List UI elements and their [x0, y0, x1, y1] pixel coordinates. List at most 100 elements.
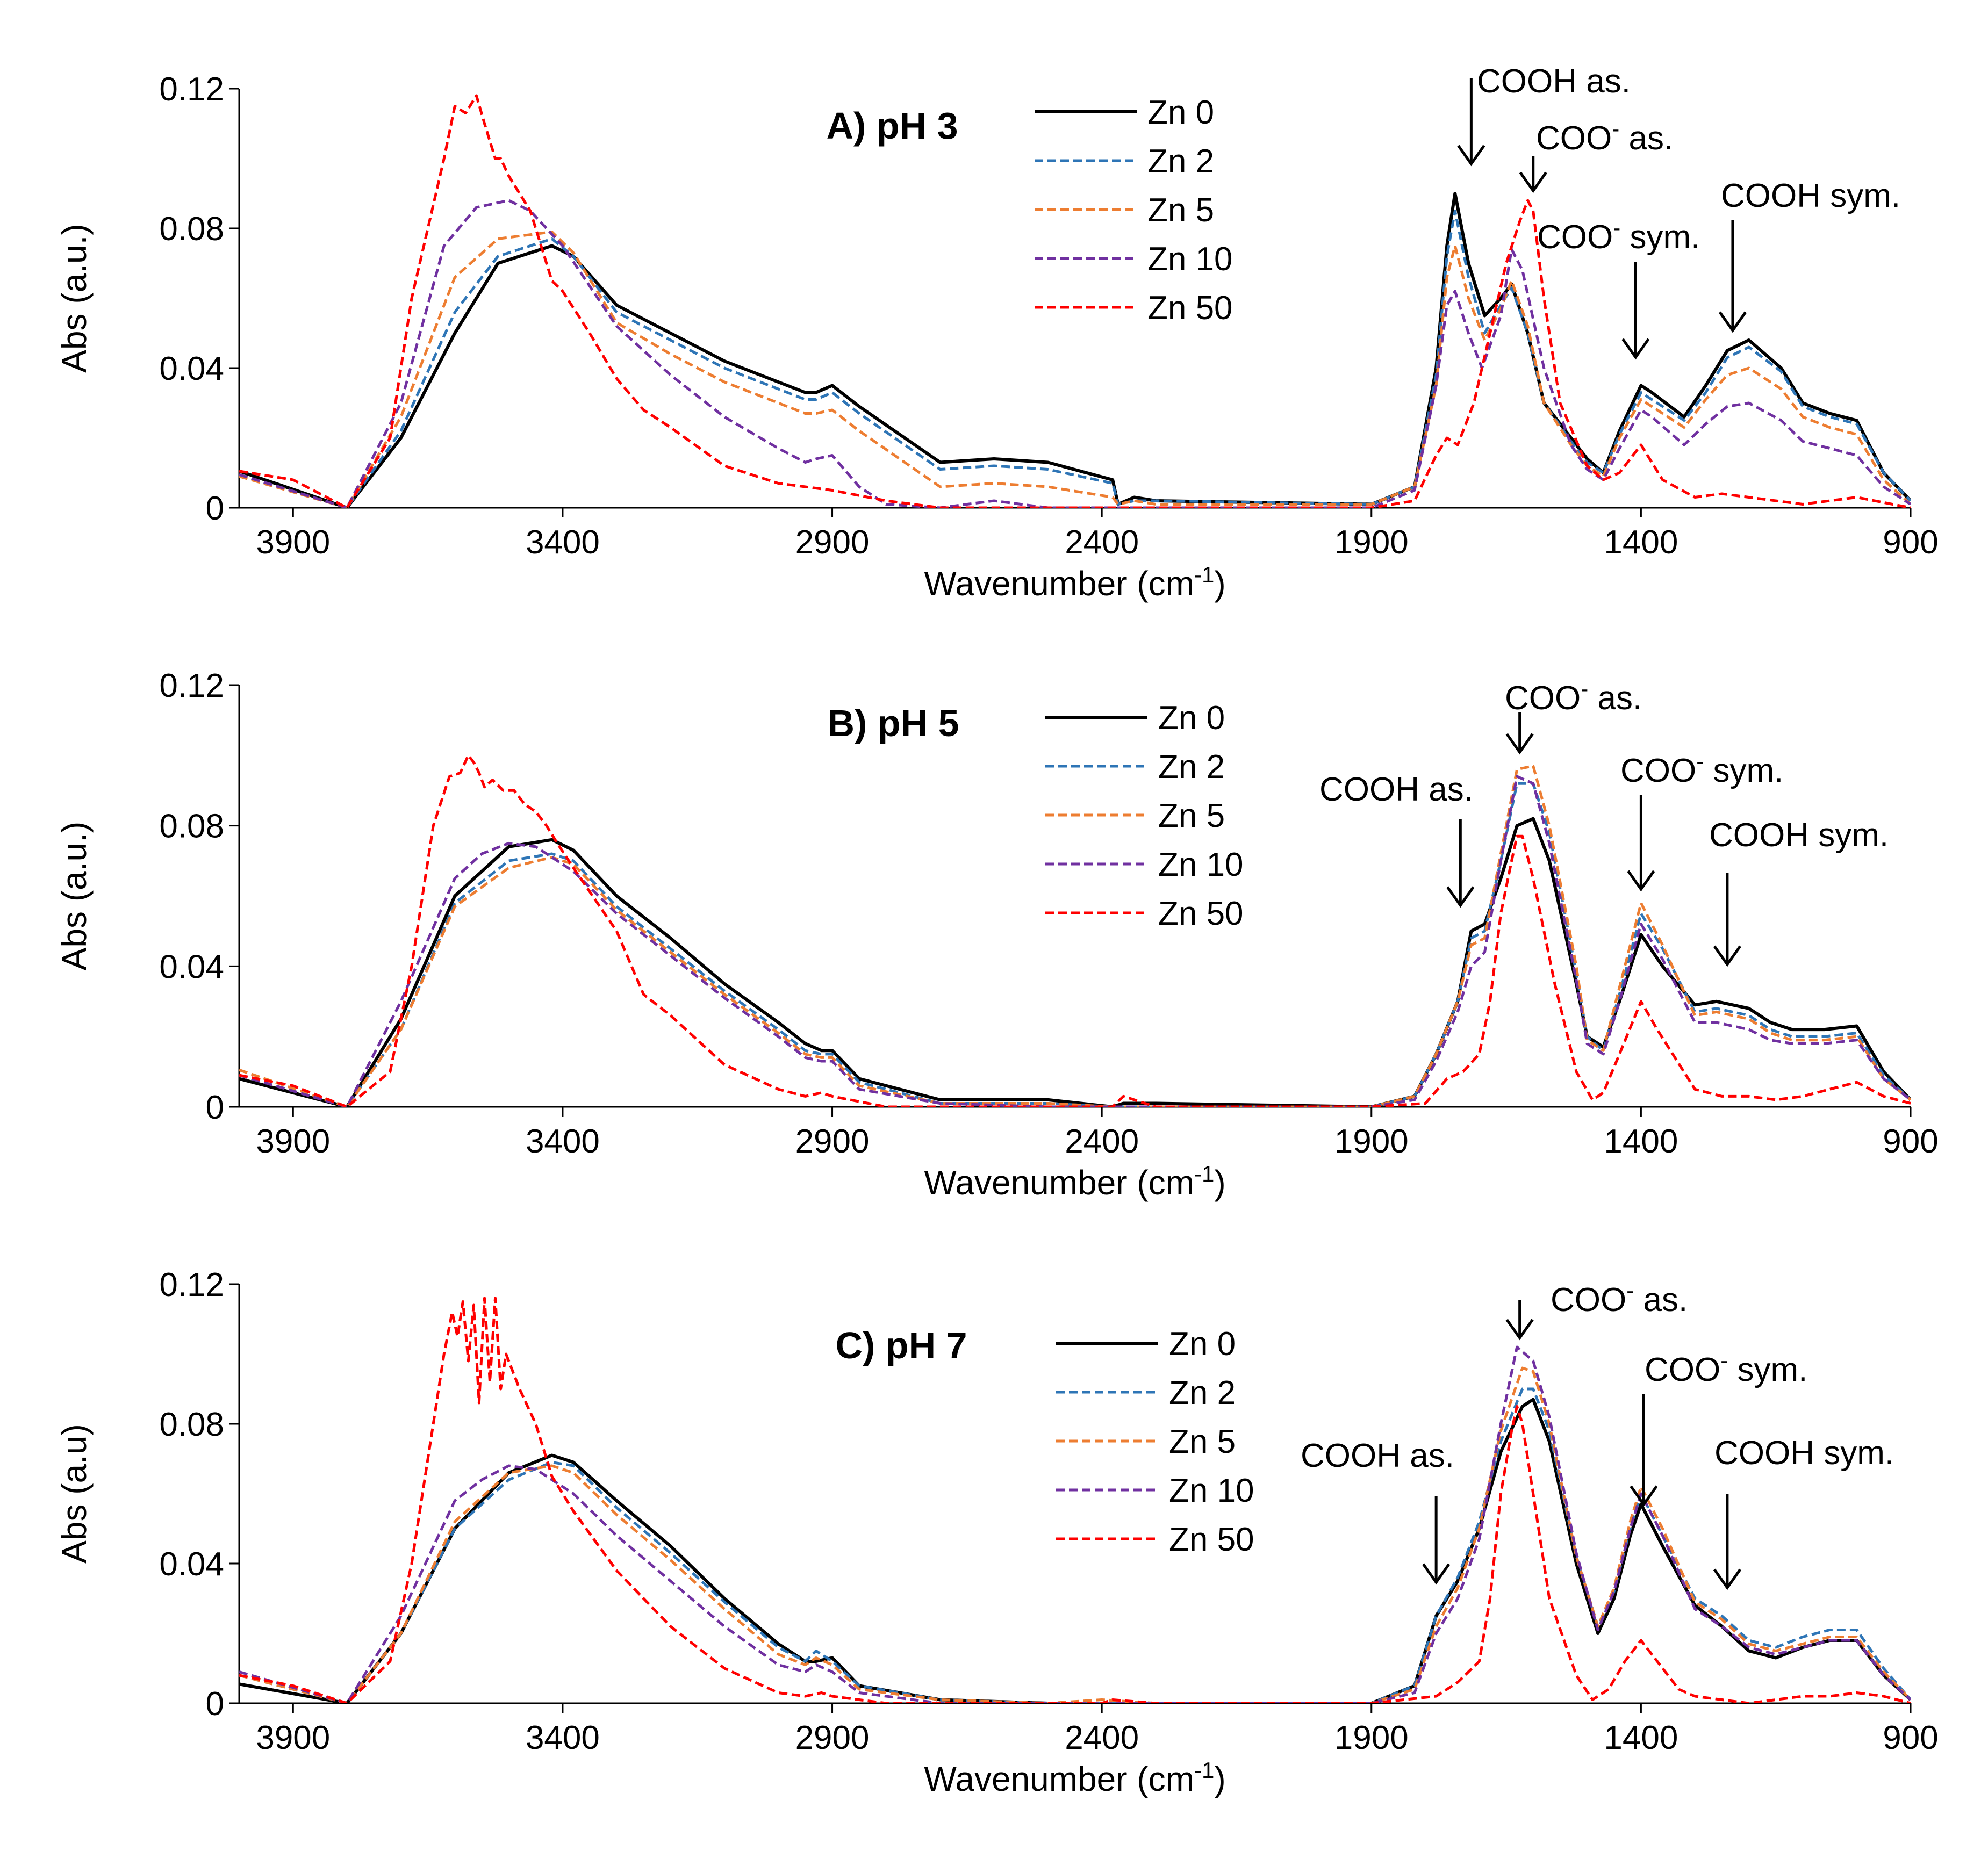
peak-annotation: COOH as.	[1301, 1437, 1454, 1585]
panel-1: 0 0.04 0.08 0.12 3900 3400 2900 2400 1900 1400 900…	[55, 63, 1939, 603]
x-axis-label: Wavenumber (cm-1)	[924, 562, 1225, 603]
legend-label: Zn 10	[1169, 1472, 1254, 1509]
legend-label: Zn 2	[1158, 748, 1225, 786]
legend-label: Zn 50	[1158, 895, 1244, 932]
y-tick-label: 0.08	[159, 808, 224, 845]
series-line-zn10	[239, 1345, 1911, 1703]
annotation-label: COOH as.	[1319, 771, 1473, 808]
series-line-zn5	[239, 765, 1911, 1107]
y-axis-label: Abs (a.u)	[55, 1424, 94, 1564]
legend: Zn 0 Zn 2 Zn 5 Zn 10 Zn 50	[1035, 94, 1233, 327]
series-line-zn2	[239, 782, 1911, 1107]
series-line-zn5	[239, 1366, 1911, 1703]
series-line-zn50	[239, 94, 1911, 508]
legend-label: Zn 5	[1169, 1423, 1236, 1460]
legend: Zn 0 Zn 2 Zn 5 Zn 10 Zn 50	[1045, 700, 1244, 932]
annotation-label: COO- as.	[1505, 676, 1642, 717]
annotation-label: COO- as.	[1551, 1278, 1688, 1319]
x-tick-label: 1400	[1604, 1123, 1678, 1160]
annotation-label: COOH sym.	[1721, 177, 1900, 214]
x-tick-label: 900	[1883, 1719, 1938, 1756]
y-tick-label: 0	[206, 1686, 224, 1723]
series-line-zn10	[239, 199, 1911, 508]
series-line-zn0	[239, 817, 1911, 1107]
annotation-label: COO- sym.	[1620, 748, 1783, 789]
x-tick-label: 1900	[1334, 1719, 1409, 1756]
series-group	[239, 754, 1911, 1107]
arrow-head-icon	[1627, 870, 1655, 892]
arrow-head-icon	[1457, 145, 1485, 167]
peak-annotation: COOH sym.	[1709, 817, 1889, 967]
x-tick-label: 2400	[1065, 1719, 1139, 1756]
y-tick-label: 0	[206, 1089, 224, 1126]
x-tick-label: 3900	[256, 1719, 330, 1756]
x-tick-label: 3400	[526, 1719, 600, 1756]
y-tick-label: 0	[206, 490, 224, 527]
peak-annotation: COOH as.	[1457, 63, 1631, 167]
x-tick-label: 900	[1883, 524, 1938, 561]
annotation-label: COO- sym.	[1645, 1348, 1807, 1388]
legend-label: Zn 2	[1169, 1374, 1236, 1411]
arrow-head-icon	[1621, 338, 1650, 360]
x-axis-label: Wavenumber (cm-1)	[924, 1758, 1225, 1798]
x-tick-label: 2400	[1065, 1123, 1139, 1160]
x-tick-label: 2900	[795, 1719, 870, 1756]
x-axis-label: Wavenumber (cm-1)	[924, 1161, 1225, 1202]
y-tick-label: 0.12	[159, 667, 224, 704]
peak-annotation: COOH as.	[1319, 771, 1475, 908]
arrow-head-icon	[1713, 1568, 1741, 1590]
y-tick-label: 0.08	[159, 211, 224, 248]
peak-annotation: COO- sym.	[1630, 1348, 1807, 1507]
x-tick-label: 900	[1883, 1123, 1938, 1160]
peak-annotation: COO- as.	[1519, 116, 1673, 193]
x-tick-label: 1400	[1604, 524, 1678, 561]
annotation-label: COO- as.	[1536, 116, 1673, 157]
x-tick-label: 1900	[1334, 1123, 1409, 1160]
annotation-label: COOH sym.	[1709, 817, 1889, 854]
series-line-zn50	[239, 1297, 1911, 1703]
annotation-label: COO- sym.	[1537, 215, 1700, 256]
annotation-label: COOH as.	[1477, 63, 1631, 100]
series-line-zn0	[239, 1398, 1911, 1703]
legend-label: Zn 50	[1147, 290, 1233, 327]
series-line-zn2	[239, 1387, 1911, 1703]
arrow-head-icon	[1630, 1485, 1658, 1507]
arrow-head-icon	[1446, 886, 1475, 908]
annotation-label: COOH as.	[1301, 1437, 1454, 1474]
arrow-head-icon	[1505, 733, 1534, 755]
legend-label: Zn 5	[1158, 797, 1225, 834]
peak-annotation: COOH sym.	[1718, 177, 1900, 333]
x-tick-label: 2900	[795, 524, 870, 561]
legend-label: Zn 0	[1169, 1326, 1236, 1363]
arrow-head-icon	[1505, 1319, 1534, 1341]
y-axis-label: Abs (a.u.)	[55, 822, 94, 970]
peak-annotation: COO- sym.	[1620, 748, 1783, 892]
peak-annotation: COO- sym.	[1537, 215, 1700, 360]
series-line-zn50	[239, 754, 1911, 1107]
panel-2: 0 0.04 0.08 0.12 3900 3400 2900 2400 1900 1400 900…	[55, 667, 1939, 1202]
legend-label: Zn 2	[1147, 143, 1214, 180]
arrow-head-icon	[1713, 945, 1741, 967]
legend-label: Zn 5	[1147, 192, 1214, 229]
series-line-zn2	[239, 210, 1911, 508]
legend-label: Zn 50	[1169, 1521, 1254, 1558]
y-tick-label: 0.04	[159, 1546, 224, 1583]
arrow-head-icon	[1519, 171, 1547, 193]
legend-label: Zn 10	[1147, 241, 1233, 278]
y-tick-label: 0.08	[159, 1406, 224, 1443]
panel-3: 0 0.04 0.08 0.12 3900 3400 2900 2400 1900 1400 900…	[55, 1266, 1939, 1798]
x-tick-label: 1400	[1604, 1719, 1678, 1756]
series-line-zn5	[239, 231, 1911, 508]
peak-annotation: COO- as.	[1505, 676, 1642, 755]
x-tick-label: 2900	[795, 1123, 870, 1160]
x-tick-label: 3400	[526, 1123, 600, 1160]
arrow-head-icon	[1718, 311, 1747, 333]
y-tick-label: 0.04	[159, 948, 224, 985]
legend-label: Zn 10	[1158, 846, 1244, 883]
x-tick-label: 3900	[256, 1123, 330, 1160]
legend-label: Zn 0	[1158, 700, 1225, 737]
peak-annotation: COOH sym.	[1713, 1435, 1894, 1590]
panel-title: C) pH 7	[836, 1324, 967, 1366]
panel-title: A) pH 3	[827, 105, 958, 147]
